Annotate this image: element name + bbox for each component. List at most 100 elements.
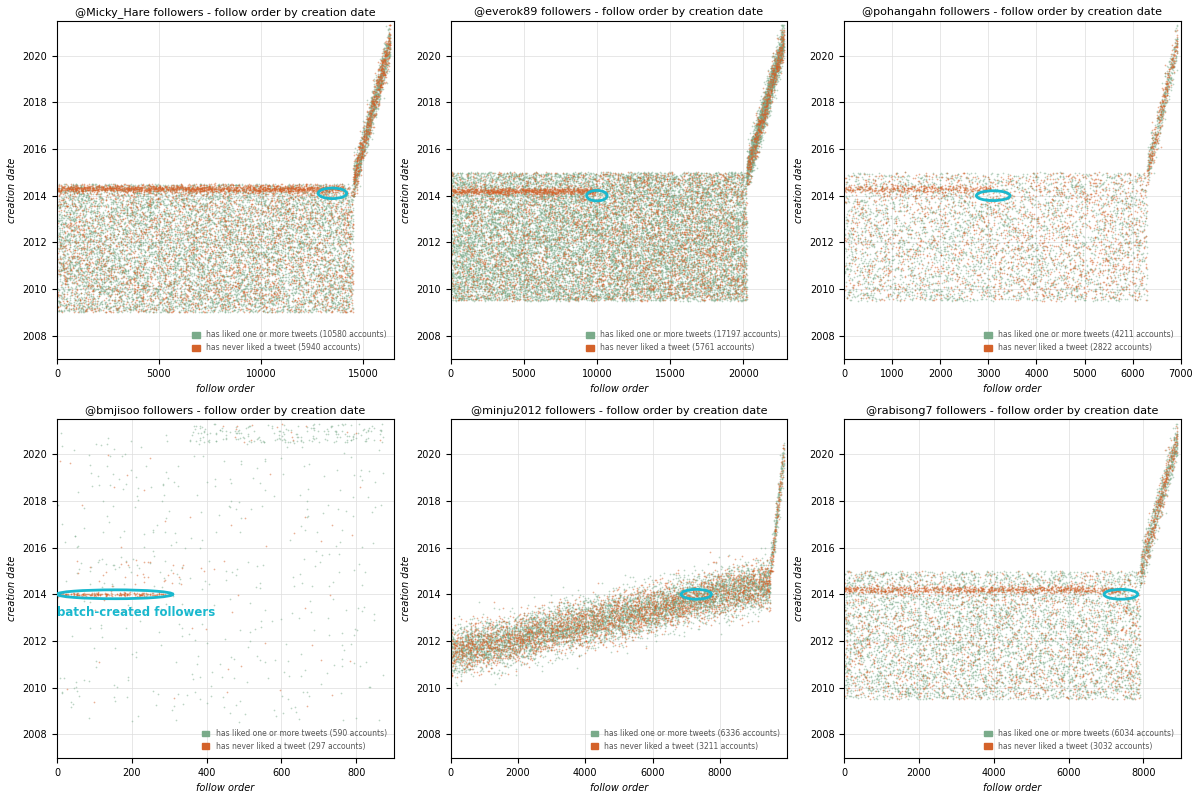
Point [540, 247, 559, 260]
Point [61, 246, 80, 258]
Point [503, 216, 522, 229]
Point [470, 170, 490, 182]
Point [944, 194, 964, 207]
Point [718, 203, 737, 216]
Point [157, 207, 176, 220]
Point [602, 593, 622, 606]
Point [1076, 594, 1096, 606]
Point [247, 283, 266, 296]
Point [1000, 270, 1019, 282]
Point [758, 102, 778, 114]
Point [101, 274, 120, 287]
Point [938, 595, 958, 608]
Point [956, 277, 976, 290]
Point [278, 247, 298, 260]
Point [484, 203, 503, 216]
Point [497, 624, 516, 637]
Point [576, 186, 595, 198]
Point [966, 598, 985, 610]
Point [362, 424, 382, 437]
Point [68, 191, 88, 204]
Point [610, 639, 629, 652]
Point [347, 427, 366, 440]
Point [761, 66, 780, 79]
Point [737, 177, 756, 190]
Point [491, 229, 510, 242]
Point [71, 263, 90, 276]
Point [530, 198, 550, 211]
Point [750, 582, 769, 594]
Point [601, 230, 620, 243]
Point [606, 616, 625, 629]
Point [227, 290, 246, 303]
Point [475, 175, 494, 188]
Point [682, 191, 701, 204]
Point [581, 194, 600, 207]
Point [547, 251, 566, 264]
Point [906, 638, 925, 650]
Point [280, 273, 299, 286]
Point [678, 231, 697, 244]
Point [678, 180, 697, 193]
Point [276, 212, 295, 225]
Point [1043, 166, 1062, 179]
Point [329, 180, 348, 193]
Point [449, 182, 468, 194]
Point [955, 196, 974, 209]
Point [569, 178, 588, 191]
Point [731, 169, 750, 182]
Point [626, 282, 646, 294]
Point [974, 676, 994, 689]
Point [880, 186, 899, 198]
Point [589, 236, 608, 249]
Point [536, 198, 556, 211]
Point [738, 572, 757, 585]
Point [1152, 109, 1171, 122]
Point [1028, 582, 1048, 595]
Point [466, 274, 485, 287]
Point [522, 249, 541, 262]
Point [146, 181, 166, 194]
Point [378, 54, 397, 67]
Point [953, 272, 972, 285]
Point [636, 584, 655, 597]
Point [665, 189, 684, 202]
Point [128, 277, 148, 290]
Point [1049, 208, 1068, 221]
Point [554, 228, 574, 241]
Point [1146, 128, 1165, 141]
Point [1001, 255, 1020, 268]
Point [446, 643, 466, 656]
Point [1164, 434, 1183, 447]
Point [689, 190, 708, 203]
Point [852, 593, 871, 606]
Point [457, 212, 476, 225]
Point [718, 584, 737, 597]
Point [674, 283, 694, 296]
Point [1020, 578, 1039, 590]
Point [527, 187, 546, 200]
Point [984, 248, 1003, 261]
Point [163, 182, 182, 195]
Point [617, 274, 636, 286]
Point [180, 282, 199, 294]
Point [100, 262, 119, 274]
Point [716, 578, 736, 590]
Point [552, 226, 571, 239]
Point [504, 286, 523, 298]
Point [490, 633, 509, 646]
Point [925, 670, 944, 683]
Point [742, 149, 761, 162]
Point [750, 585, 769, 598]
Point [878, 233, 898, 246]
Point [300, 216, 319, 229]
Point [548, 238, 568, 251]
Point [251, 279, 270, 292]
Point [300, 197, 319, 210]
Point [722, 219, 742, 232]
Point [942, 599, 961, 612]
Point [336, 268, 355, 281]
Point [364, 109, 383, 122]
Point [263, 226, 282, 239]
Point [484, 656, 503, 669]
